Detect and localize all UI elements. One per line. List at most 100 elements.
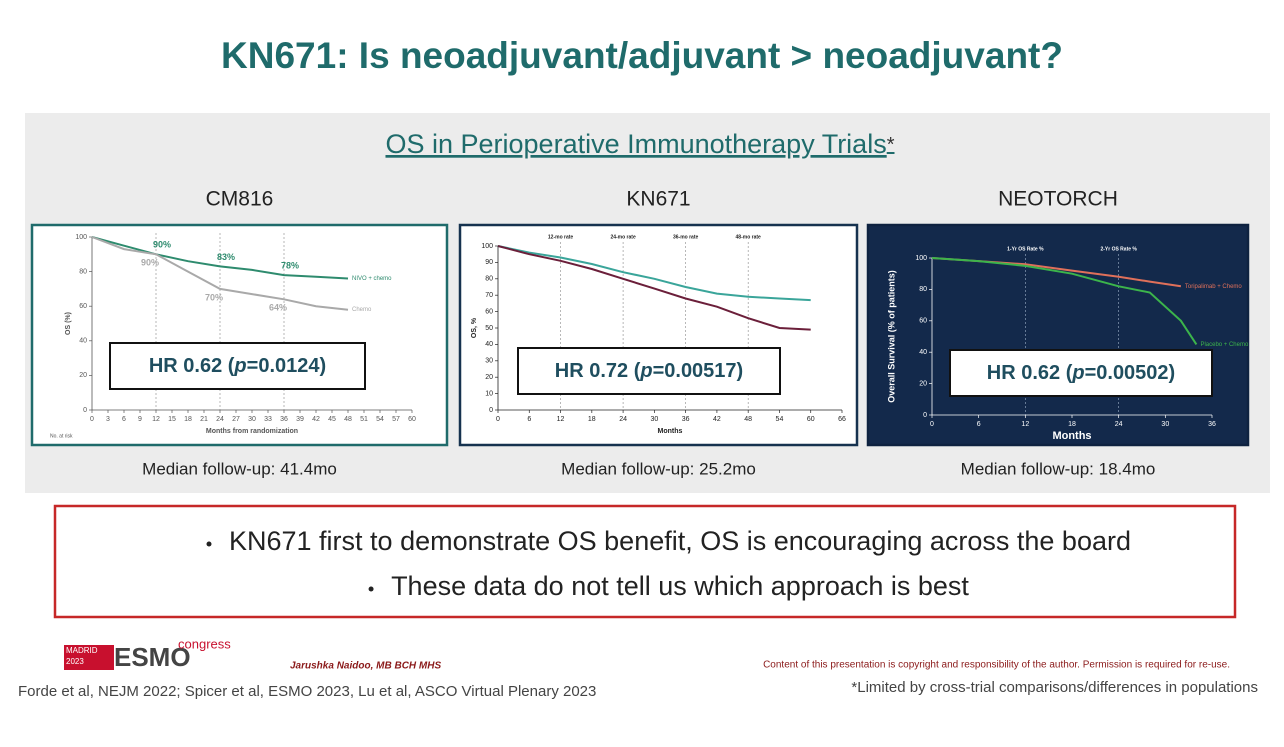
hr-rest: =0.00517): [653, 360, 744, 382]
survival-curve: [91, 236, 349, 280]
hr-box: [109, 342, 366, 390]
hr-box: [517, 347, 781, 395]
x-tick-label: 54: [776, 416, 784, 423]
x-tick-label: 39: [296, 416, 304, 423]
y-axis-label: OS, %: [471, 317, 478, 338]
y-tick-label: 0: [489, 407, 493, 414]
x-tick-label: 66: [838, 416, 846, 423]
hr-p: p: [1071, 362, 1084, 384]
x-tick-label: 3: [106, 416, 110, 423]
logo-name: ESMO: [114, 642, 191, 672]
x-tick-label: 18: [184, 416, 192, 423]
y-tick-label: 80: [79, 268, 87, 275]
x-tick-label: 48: [744, 416, 752, 423]
y-tick-label: 0: [923, 412, 927, 419]
x-tick-label: 15: [168, 416, 176, 423]
x-axis-label: Months from randomization: [206, 428, 298, 435]
y-tick-label: 80: [919, 286, 927, 293]
rate-label: 70%: [205, 292, 223, 302]
x-tick-label: 54: [376, 416, 384, 423]
landmark-label: 12-mo rate: [548, 234, 574, 240]
x-tick-label: 0: [930, 421, 934, 428]
logo-city: MADRID: [66, 646, 98, 655]
x-tick-label: 45: [328, 416, 336, 423]
legend-entry: NIVO + chemo: [352, 276, 392, 282]
landmark-label: 2-Yr OS Rate %: [1100, 246, 1137, 252]
survival-curve: [91, 236, 349, 311]
y-tick-label: 20: [919, 380, 927, 387]
subtitle: OS in Perioperative Immunotherapy Trials…: [385, 129, 894, 159]
follow-up: Median follow-up: 41.4mo: [142, 459, 337, 478]
rate-label: 90%: [141, 258, 159, 268]
rate-label: 78%: [281, 260, 299, 270]
panel-frame: [866, 223, 1250, 447]
hr-rest: =0.00502): [1085, 362, 1176, 384]
y-tick-label: 60: [485, 308, 493, 315]
y-tick-label: 20: [79, 372, 87, 379]
x-tick-label: 51: [360, 416, 368, 423]
y-tick-label: 100: [481, 243, 493, 250]
hazard-ratio: HR 0.62 (p=0.0124): [149, 355, 326, 377]
risk-label: No. at risk: [50, 433, 73, 439]
y-tick-label: 40: [485, 341, 493, 348]
footer: MADRID 2023 ESMO congress Jarushka Naido…: [18, 636, 1258, 700]
landmark-label: 36-mo rate: [673, 234, 699, 240]
bullet-dot: [368, 586, 374, 592]
bullet-text: KN671 first to demonstrate OS benefit, O…: [229, 526, 1131, 556]
x-tick-label: 33: [264, 416, 272, 423]
x-tick-label: 12: [152, 416, 160, 423]
rate-label: 83%: [217, 252, 235, 262]
author: Jarushka Naidoo, MB BCH MHS: [290, 661, 441, 672]
x-axis-label: Months: [658, 428, 683, 435]
x-tick-label: 27: [232, 416, 240, 423]
rate-label: 90%: [153, 240, 171, 250]
y-axis-label: Overall Survival (% of patients): [886, 270, 896, 403]
trial-panel: KN671 Median follow-up: 25.2mo 0 10 20 30 40 50…: [458, 188, 859, 478]
bullet-text: These data do not tell us which approach…: [391, 571, 969, 601]
y-tick-label: 80: [485, 276, 493, 283]
y-tick-label: 40: [79, 338, 87, 345]
x-tick-label: 18: [1068, 421, 1076, 428]
legend-entry: Chemo: [352, 307, 372, 313]
panel-frame: [458, 223, 859, 447]
panel-frame: [30, 223, 449, 447]
y-tick-label: 40: [919, 349, 927, 356]
x-tick-label: 30: [650, 416, 658, 423]
key-box: [53, 504, 1237, 619]
survival-curve: [931, 257, 1198, 345]
x-tick-label: 42: [312, 416, 320, 423]
legend-entry: Toripalimab + Chemo: [1185, 284, 1243, 290]
landmark-label: 24-mo rate: [610, 234, 636, 240]
y-tick-label: 100: [75, 234, 87, 241]
copyright: Content of this presentation is copyrigh…: [763, 660, 1230, 671]
y-tick-label: 70: [485, 292, 493, 299]
logo-badge: [64, 645, 114, 670]
x-tick-label: 21: [200, 416, 208, 423]
hr-prefix: HR 0.72 (: [555, 360, 641, 382]
trial-panel: CM816 Median follow-up: 41.4mo 0 20 40 60 80 10…: [30, 188, 449, 478]
follow-up: Median follow-up: 25.2mo: [561, 459, 756, 478]
survival-curve: [497, 245, 811, 302]
y-tick-label: 60: [919, 318, 927, 325]
x-tick-label: 24: [619, 416, 627, 423]
hr-p: p: [639, 360, 652, 382]
references: Forde et al, NEJM 2022; Spicer et al, ES…: [18, 683, 596, 700]
hr-box: [949, 349, 1213, 397]
logo-year: 2023: [66, 657, 84, 666]
slide-title: KN671: Is neoadjuvant/adjuvant > neoadju…: [221, 35, 1063, 76]
y-tick-label: 60: [79, 303, 87, 310]
rate-label: 64%: [269, 303, 287, 313]
logo-word: congress: [178, 636, 231, 651]
hr-prefix: HR 0.62 (: [987, 362, 1073, 384]
subtitle-text: OS in Perioperative Immunotherapy Trials: [385, 129, 886, 159]
bullet-dot: [206, 541, 212, 547]
legend-entry: Placebo + Chemo: [1200, 342, 1249, 348]
x-tick-label: 0: [496, 416, 500, 423]
x-tick-label: 12: [1021, 421, 1029, 428]
y-tick-label: 100: [915, 255, 927, 262]
x-tick-label: 36: [280, 416, 288, 423]
panel-title: CM816: [206, 188, 274, 211]
y-tick-label: 0: [83, 407, 87, 414]
